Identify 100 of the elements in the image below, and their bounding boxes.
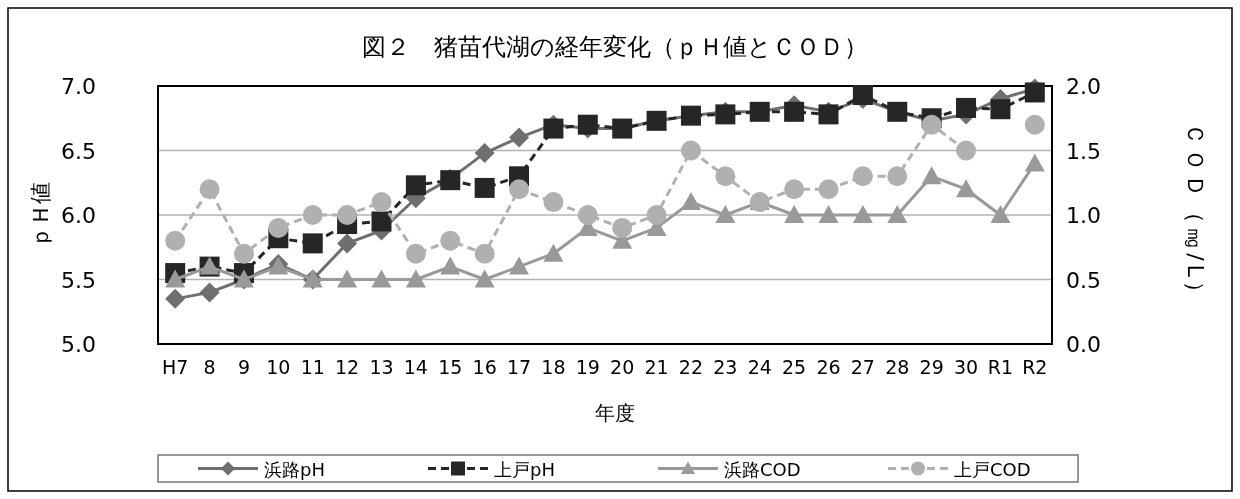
point [784, 101, 805, 122]
point [956, 140, 977, 161]
point [474, 177, 495, 198]
point [302, 205, 323, 225]
point [921, 166, 942, 185]
point [1024, 153, 1045, 172]
chart-title: 図２ 猪苗代湖の経年変化（ｐＨ値とＣＯＤ） [362, 33, 868, 61]
x-tick-label: 12 [335, 356, 360, 378]
point [337, 205, 358, 225]
x-tick-label: 25 [782, 356, 807, 378]
point [543, 192, 564, 213]
point [474, 143, 495, 164]
point [440, 256, 461, 275]
x-tick-label: 23 [713, 356, 738, 378]
point [784, 179, 805, 200]
x-tick-label: 20 [610, 356, 635, 378]
y-tick-label: 5.5 [61, 267, 96, 293]
point [887, 205, 908, 223]
point [474, 269, 495, 288]
x-tick-label: 30 [953, 356, 979, 378]
x-tick-label: 28 [885, 356, 910, 378]
y2-tick-label: 2.0 [1066, 74, 1101, 99]
point [543, 243, 564, 262]
legend-label: 浜路pH [264, 458, 325, 480]
point [474, 243, 495, 264]
x-tick-label: 10 [266, 356, 291, 378]
point [268, 217, 289, 238]
point [577, 205, 598, 225]
y2-tick-label: 0.0 [1066, 332, 1101, 357]
point [371, 269, 392, 288]
point [509, 256, 530, 275]
point [852, 205, 873, 223]
point [165, 269, 186, 288]
point [405, 269, 426, 288]
x-tick-label: H7 [162, 356, 189, 378]
x-axis-title: 年度 [595, 401, 635, 425]
x-tick-label: 15 [438, 356, 463, 378]
point [165, 288, 186, 309]
point [887, 166, 908, 187]
x-tick-label: 24 [747, 356, 772, 378]
point [956, 97, 977, 118]
x-tick-label: 18 [541, 356, 566, 378]
x-tick-label: 13 [369, 356, 394, 378]
y-tick-label: 5.0 [61, 332, 96, 357]
point [715, 166, 736, 187]
point [1024, 114, 1045, 135]
y2-axis-title: ＣＯＤ（㎎/L） [1183, 123, 1208, 307]
point [818, 179, 839, 200]
y2-tick-label: 1.0 [1066, 203, 1101, 228]
point [577, 114, 598, 135]
legend-label: 上戸COD [954, 458, 1031, 480]
x-tick-label: 29 [919, 356, 944, 378]
point [405, 175, 426, 196]
x-tick-label: R2 [1022, 356, 1048, 378]
x-tick-label: 22 [678, 356, 704, 378]
point [956, 179, 977, 198]
point [509, 127, 530, 148]
x-tick-label: 17 [506, 356, 532, 378]
y2-tick-label: 0.5 [1066, 267, 1101, 293]
point [784, 205, 805, 223]
point [371, 211, 392, 232]
y-tick-label: 7.0 [61, 74, 96, 99]
x-tick-label: 14 [403, 356, 428, 378]
point [440, 230, 461, 251]
x-tick-label: 11 [300, 356, 325, 378]
y-tick-label: 6.5 [61, 138, 96, 164]
point [715, 205, 736, 223]
x-tick-label: 27 [850, 356, 875, 378]
y2-tick-label: 1.5 [1066, 138, 1101, 164]
x-tick-label: R1 [987, 356, 1014, 378]
point [337, 269, 358, 288]
point [337, 233, 358, 254]
point [680, 140, 701, 161]
point [990, 205, 1011, 223]
point [543, 118, 564, 139]
x-tick-label: 19 [575, 356, 600, 378]
x-tick-label: 26 [816, 356, 841, 378]
y-axis-title: ｐＨ値 [28, 182, 53, 248]
point [302, 233, 323, 254]
point [612, 217, 633, 238]
point [509, 179, 530, 200]
x-tick-label: 8 [203, 356, 216, 378]
point [818, 205, 839, 223]
point [371, 192, 392, 213]
x-tick-label: 21 [644, 356, 669, 378]
x-tick-label: 16 [472, 356, 497, 378]
point [852, 166, 873, 187]
legend-label: 上戸pH [494, 458, 555, 480]
point [199, 282, 220, 303]
point [680, 192, 701, 211]
point [921, 114, 942, 135]
point [646, 205, 667, 225]
point [165, 230, 186, 251]
y-tick-label: 6.0 [61, 203, 96, 228]
legend-label: 浜路COD [724, 458, 801, 480]
x-tick-label: 9 [237, 356, 251, 378]
point [1024, 82, 1045, 103]
point [990, 99, 1011, 120]
point [199, 179, 220, 200]
point [405, 243, 426, 264]
